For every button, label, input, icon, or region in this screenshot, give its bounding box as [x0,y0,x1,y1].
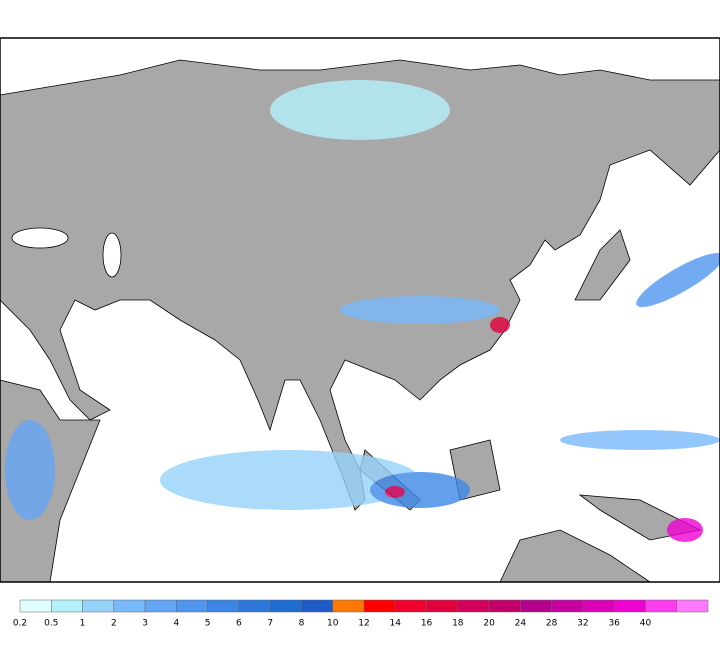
colorbar-box [645,599,677,613]
colorbar-label: 24 [515,619,527,629]
rain-area [160,450,420,510]
rain-area [667,518,703,542]
colorbar-label: 12 [358,619,369,629]
precipitation [5,80,720,542]
rain-area [5,420,55,520]
colorbar-box [582,599,615,613]
rain-area [370,472,470,508]
colorbar-label: 16 [421,619,433,629]
colorbar-box [207,599,240,613]
caspian-sea [102,232,122,278]
colorbar-box [332,599,365,613]
colorbar-box [51,599,83,613]
black-sea [11,227,69,249]
colorbar-box [238,599,271,613]
colorbar-box [426,599,459,613]
colorbar-label: 0.5 [44,619,58,629]
rain-area [270,80,450,140]
land-eurasia [0,59,720,511]
colorbar-box [19,599,52,613]
colorbar-box [551,599,584,613]
rain-area [385,486,405,498]
rain-area [490,317,510,333]
colorbar-label: 2 [111,619,117,629]
colorbar-box [176,599,208,613]
colorbar-box [613,599,646,613]
colorbar-box [82,599,115,613]
colorbar-label: 0.2 [13,619,27,629]
colorbar: 0.2 0.5 1 2 3 4 5 6 7 8 10 12 14 16 18 20 24 28 32 36 40 [13,599,709,629]
colorbar-label: 10 [327,619,339,629]
colorbar-box [488,599,521,613]
colorbar-label: 6 [236,619,242,629]
colorbar-box [395,599,427,613]
colorbar-box [301,599,333,613]
colorbar-box [676,599,709,613]
colorbar-box [457,599,490,613]
colorbar-label: 28 [546,619,558,629]
colorbar-label: 3 [142,619,148,629]
colorbar-label: 7 [267,619,273,629]
colorbar-box [363,599,396,613]
map-frame [0,37,720,583]
colorbar-label: 40 [640,619,652,629]
map [0,37,720,583]
colorbar-label: 1 [80,619,86,629]
colorbar-label: 32 [577,619,588,629]
rain-area [340,296,500,324]
colorbar-label: 14 [390,619,402,629]
colorbar-label: 4 [173,619,179,629]
colorbar-label: 5 [205,619,211,629]
colorbar-label: 20 [483,619,495,629]
colorbar-box [144,599,177,613]
colorbar-box [113,599,146,613]
colorbar-box [520,599,552,613]
colorbar-label: 36 [608,619,620,629]
colorbar-box [269,599,302,613]
colorbar-label: 18 [452,619,464,629]
colorbar-label: 8 [299,619,305,629]
rain-area [560,430,720,450]
rain-area [636,252,720,308]
land-japan [574,229,631,301]
